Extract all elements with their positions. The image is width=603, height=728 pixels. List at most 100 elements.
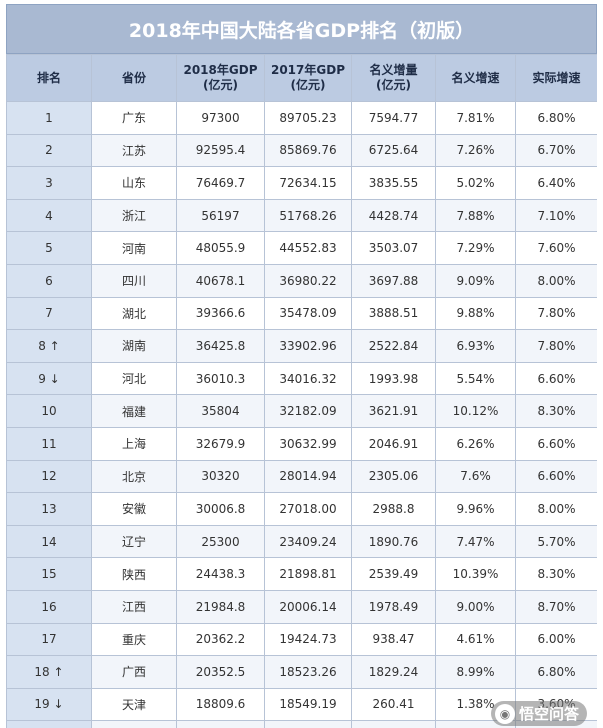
nominal-increase-cell: 2522.84 bbox=[351, 329, 436, 363]
gdp-2017-cell: 27018.00 bbox=[264, 492, 352, 526]
gdp-2018-cell: 97300 bbox=[176, 101, 265, 135]
rank-cell: 12 bbox=[6, 459, 92, 494]
header-row: 排名 省份 2018年GDP (亿元) 2017年GDP (亿元) 名义增量 (亿元)… bbox=[6, 54, 597, 102]
province-cell: 北京 bbox=[91, 459, 177, 494]
gdp-2018-cell: 25300 bbox=[176, 524, 265, 559]
nominal-growth-cell: 9.88% bbox=[435, 296, 516, 331]
real-growth-cell: 5.70% bbox=[515, 524, 597, 559]
gdp-2018-cell: 21984.8 bbox=[176, 589, 265, 624]
header-gdp-2017-label: 2017年GDP bbox=[270, 63, 345, 77]
table-row: 11 上海 32679.9 30632.99 2046.91 6.26% 6.60% bbox=[6, 426, 597, 461]
table-row: 2 江苏 92595.4 85869.76 6725.64 7.26% 6.70% bbox=[6, 133, 597, 168]
gdp-2017-cell: 35478.09 bbox=[264, 296, 352, 331]
gdp-2017-cell: 85869.76 bbox=[264, 133, 352, 168]
header-gdp-2018-label: 2018年GDP bbox=[183, 63, 258, 77]
nominal-growth-cell: 7.81% bbox=[435, 101, 516, 135]
gdp-2017-cell: 44552.83 bbox=[264, 231, 352, 265]
province-cell: 陕西 bbox=[91, 557, 177, 591]
table-row: 15 陕西 24438.3 21898.81 2539.49 10.39% 8.30% bbox=[6, 557, 597, 591]
gdp-2017-cell: 19424.73 bbox=[264, 622, 352, 657]
province-cell: 重庆 bbox=[91, 622, 177, 657]
province-cell: 江苏 bbox=[91, 133, 177, 168]
gdp-2018-cell: 56197 bbox=[176, 198, 265, 233]
watermark-text: 悟空问答 bbox=[518, 705, 579, 723]
rank-cell: 13 bbox=[6, 492, 92, 526]
header-rank: 排名 bbox=[6, 54, 92, 102]
nominal-increase-cell: 2539.49 bbox=[351, 557, 436, 591]
table-row: 14 辽宁 25300 23409.24 1890.76 7.47% 5.70% bbox=[6, 524, 597, 559]
gdp-2017-cell: 89705.23 bbox=[264, 101, 352, 135]
gdp-2017-cell: 28014.94 bbox=[264, 459, 352, 494]
gdp-2017-cell: 16376.34 bbox=[264, 720, 352, 728]
gdp-2018-cell: 76469.7 bbox=[176, 166, 265, 200]
province-cell: 辽宁 bbox=[91, 524, 177, 559]
gdp-2017-cell: 30632.99 bbox=[264, 426, 352, 461]
gdp-2018-cell: 30006.8 bbox=[176, 492, 265, 526]
table-row: 9 ↓ 河北 36010.3 34016.32 1993.98 5.54% 6.60% bbox=[6, 361, 597, 396]
nominal-growth-cell: 10.39% bbox=[435, 557, 516, 591]
real-growth-cell: 7.10% bbox=[515, 198, 597, 233]
header-real-growth: 实际增速 bbox=[515, 54, 597, 102]
province-cell: 广西 bbox=[91, 655, 177, 689]
gdp-2018-cell: 18809.6 bbox=[176, 687, 265, 722]
gdp-2018-cell: 32679.9 bbox=[176, 426, 265, 461]
nominal-growth-cell: 7.47% bbox=[435, 524, 516, 559]
gdp-2017-cell: 34016.32 bbox=[264, 361, 352, 396]
province-cell: 福建 bbox=[91, 394, 177, 428]
rank-cell: 17 bbox=[6, 622, 92, 657]
gdp-2017-cell: 20006.14 bbox=[264, 589, 352, 624]
gdp-2018-cell: 36425.8 bbox=[176, 329, 265, 363]
rank-cell: 7 bbox=[6, 296, 92, 331]
gdp-2017-cell: 23409.24 bbox=[264, 524, 352, 559]
nominal-increase-cell: 260.41 bbox=[351, 687, 436, 722]
real-growth-cell: 7.80% bbox=[515, 296, 597, 331]
province-cell: 安徽 bbox=[91, 492, 177, 526]
table-row: 12 北京 30320 28014.94 2305.06 7.6% 6.60% bbox=[6, 459, 597, 494]
real-growth-cell: 7.60% bbox=[515, 231, 597, 265]
gdp-2017-cell: 36980.22 bbox=[264, 263, 352, 298]
real-growth-cell: 8.00% bbox=[515, 263, 597, 298]
gdp-2017-cell: 33902.96 bbox=[264, 329, 352, 363]
nominal-growth-cell: 8.99% bbox=[435, 655, 516, 689]
real-growth-cell: 8.30% bbox=[515, 557, 597, 591]
watermark: ◉ 悟空问答 bbox=[490, 701, 587, 726]
rank-cell: 1 bbox=[6, 101, 92, 135]
nominal-growth-cell: 7.88% bbox=[435, 198, 516, 233]
rank-cell: 10 bbox=[6, 394, 92, 428]
real-growth-cell: 8.00% bbox=[515, 492, 597, 526]
gdp-2018-cell: 92595.4 bbox=[176, 133, 265, 168]
real-growth-cell: 8.70% bbox=[515, 589, 597, 624]
table-row: 16 江西 21984.8 20006.14 1978.49 9.00% 8.70% bbox=[6, 589, 597, 624]
province-cell: 天津 bbox=[91, 687, 177, 722]
province-cell: 上海 bbox=[91, 426, 177, 461]
gdp-2018-cell: 24438.3 bbox=[176, 557, 265, 591]
real-growth-cell: 6.80% bbox=[515, 101, 597, 135]
rank-cell: 11 bbox=[6, 426, 92, 461]
header-gdp-2017: 2017年GDP (亿元) bbox=[264, 54, 352, 102]
nominal-growth-cell: 6.26% bbox=[435, 426, 516, 461]
real-growth-cell: 6.70% bbox=[515, 133, 597, 168]
table-row: 7 湖北 39366.6 35478.09 3888.51 9.88% 7.80% bbox=[6, 296, 597, 331]
table-row: 1 广东 97300 89705.23 7594.77 7.81% 6.80% bbox=[6, 101, 597, 135]
province-cell: 山东 bbox=[91, 166, 177, 200]
header-gdp-2017-unit: (亿元) bbox=[290, 78, 326, 92]
province-cell: 云南 bbox=[91, 720, 177, 728]
nominal-growth-cell: 9.00% bbox=[435, 589, 516, 624]
gdp-2017-cell: 18523.26 bbox=[264, 655, 352, 689]
nominal-increase-cell: 1993.98 bbox=[351, 361, 436, 396]
header-province-label: 省份 bbox=[121, 70, 146, 85]
table-row: 17 重庆 20362.2 19424.73 938.47 4.61% 6.00% bbox=[6, 622, 597, 657]
gdp-2018-cell: 20362.2 bbox=[176, 622, 265, 657]
gdp-2018-cell: 20352.5 bbox=[176, 655, 265, 689]
gdp-2017-cell: 18549.19 bbox=[264, 687, 352, 722]
real-growth-cell: 6.60% bbox=[515, 361, 597, 396]
gdp-2018-cell: 39366.6 bbox=[176, 296, 265, 331]
province-cell: 四川 bbox=[91, 263, 177, 298]
nominal-growth-cell: 7.29% bbox=[435, 231, 516, 265]
header-province: 省份 bbox=[91, 54, 177, 102]
table-row: 18 ↑ 广西 20352.5 18523.26 1829.24 8.99% 6.80% bbox=[6, 655, 597, 689]
gdp-table: 排名 省份 2018年GDP (亿元) 2017年GDP (亿元) 名义增量 (亿元)… bbox=[6, 54, 597, 728]
nominal-increase-cell: 3835.55 bbox=[351, 166, 436, 200]
table-row: 5 河南 48055.9 44552.83 3503.07 7.29% 7.60% bbox=[6, 231, 597, 265]
header-real-growth-label: 实际增速 bbox=[532, 70, 581, 85]
